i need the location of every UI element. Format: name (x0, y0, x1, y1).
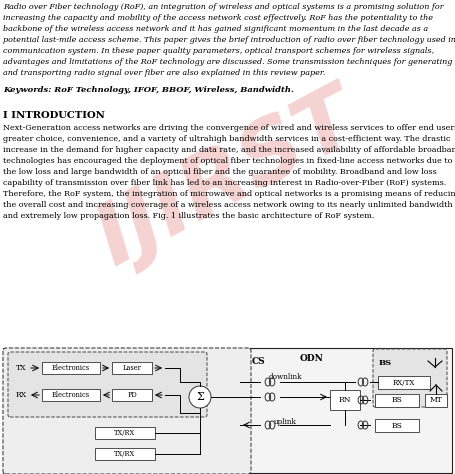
Bar (375, 394, 419, 407)
Text: Electronics: Electronics (52, 364, 90, 372)
Text: IJIRST: IJIRST (82, 77, 371, 283)
Bar (112, 362, 152, 374)
Text: and extremely low propagation loss. Fig. 1 illustrates the basic architecture of: and extremely low propagation loss. Fig.… (3, 212, 374, 220)
Text: BS: BS (379, 359, 392, 367)
Text: technologies has encouraged the deployment of optical fiber technologies in fixe: technologies has encouraged the deployme… (3, 157, 452, 165)
Text: RX/TX: RX/TX (393, 379, 415, 386)
Text: the overall cost and increasing coverage of a wireless access network owing to i: the overall cost and increasing coverage… (3, 201, 453, 209)
Text: Radio over Fiber technology (RoF), an integration of wireless and optical system: Radio over Fiber technology (RoF), an in… (3, 3, 444, 11)
Text: CS: CS (252, 357, 266, 366)
Text: Keywords: RoF Technology, IFOF, BBOF, Wireless, Bandwidth.: Keywords: RoF Technology, IFOF, BBOF, Wi… (3, 86, 294, 94)
Text: PD: PD (127, 391, 137, 399)
Text: Electronics: Electronics (52, 391, 90, 399)
Text: ODN: ODN (300, 354, 324, 363)
Text: advantages and limitations of the RoF technology are discussed. Some transmissio: advantages and limitations of the RoF te… (3, 58, 452, 66)
Text: uplink: uplink (273, 418, 297, 426)
Bar (378, 376, 430, 389)
Text: the low loss and large bandwidth of an optical fiber and the guarantee of mobili: the low loss and large bandwidth of an o… (3, 168, 437, 176)
Text: RX: RX (16, 391, 27, 399)
Text: increase in the demand for higher capacity and data rate, and the increased avai: increase in the demand for higher capaci… (3, 146, 455, 154)
Bar (425, 394, 447, 407)
Bar (330, 390, 360, 410)
Text: capability of transmission over fiber link has led to an increasing interest in : capability of transmission over fiber li… (3, 179, 446, 187)
Text: backbone of the wireless access network and it has gained significant momentum i: backbone of the wireless access network … (3, 25, 428, 33)
Text: MT: MT (430, 396, 442, 404)
Text: communication system. In these paper quality parameters, optical transport schem: communication system. In these paper qua… (3, 47, 434, 55)
Text: BS: BS (392, 421, 402, 429)
Text: and transporting radio signal over fiber are also explained in this review paper: and transporting radio signal over fiber… (3, 69, 325, 77)
Text: increasing the capacity and mobility of the access network cost effectively. RoF: increasing the capacity and mobility of … (3, 14, 433, 22)
Text: RN: RN (339, 396, 351, 404)
FancyBboxPatch shape (3, 348, 251, 474)
Text: I INTRODUCTION: I INTRODUCTION (3, 111, 105, 120)
Bar (3, 348, 452, 473)
Text: greater choice, convenience, and a variety of ultrahigh bandwidth services in a : greater choice, convenience, and a varie… (3, 135, 450, 143)
Bar (375, 419, 419, 432)
Bar (95, 427, 155, 439)
Bar (112, 389, 152, 401)
Text: potential last-mile access scheme. This paper gives the brief introduction of ra: potential last-mile access scheme. This … (3, 36, 455, 44)
Bar (95, 448, 155, 460)
Circle shape (189, 386, 211, 408)
Text: Laser: Laser (122, 364, 142, 372)
FancyBboxPatch shape (373, 349, 447, 407)
Text: BS: BS (392, 396, 402, 404)
Text: TX/RX: TX/RX (114, 429, 136, 437)
FancyBboxPatch shape (8, 352, 207, 417)
Bar (42, 362, 100, 374)
Bar (42, 389, 100, 401)
Text: Next-Generation access networks are driving the convergence of wired and wireles: Next-Generation access networks are driv… (3, 124, 455, 132)
Text: TX/RX: TX/RX (114, 450, 136, 458)
Text: TX: TX (16, 364, 26, 372)
Text: Therefore, the RoF system, the integration of microwave and optical networks is : Therefore, the RoF system, the integrati… (3, 190, 455, 198)
Text: Σ: Σ (196, 392, 204, 402)
Text: downlink: downlink (268, 373, 302, 381)
